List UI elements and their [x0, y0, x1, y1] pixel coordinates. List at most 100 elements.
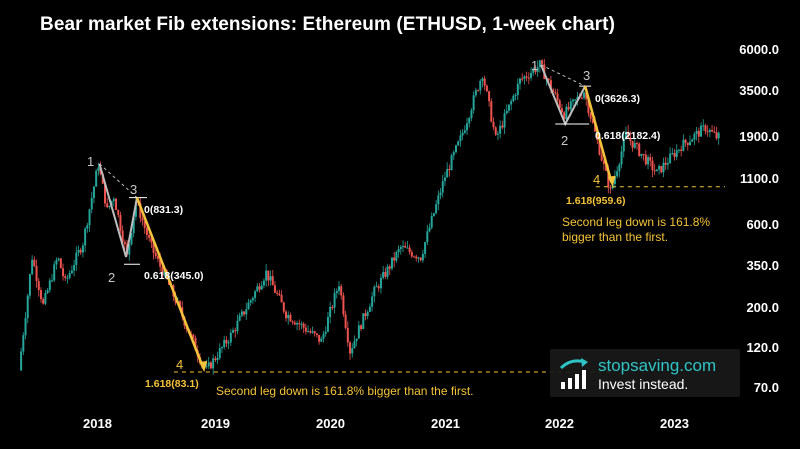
candle-body — [680, 149, 683, 151]
candle-body — [430, 215, 433, 228]
candle-body — [128, 244, 131, 255]
candle-body — [454, 145, 457, 153]
candle-body — [342, 295, 345, 315]
candle-body — [276, 292, 279, 294]
candle-body — [77, 249, 80, 253]
candle-body — [591, 118, 594, 123]
candle-body — [432, 213, 435, 216]
candle-body — [59, 258, 62, 269]
y-tick-70: 70.0 — [753, 380, 779, 395]
candle-body — [461, 132, 464, 136]
candle-body — [496, 133, 499, 135]
candle-body — [702, 125, 705, 127]
candle-body — [624, 131, 627, 139]
x-tick-2020: 2020 — [316, 416, 345, 431]
candle-body — [410, 252, 413, 257]
candle-body — [92, 186, 95, 198]
candle-body — [538, 60, 541, 67]
candle-body — [35, 265, 38, 282]
candle-body — [474, 90, 477, 96]
candle-body — [463, 130, 466, 133]
candle-body — [510, 101, 513, 105]
candle-body — [404, 245, 407, 248]
candle-body — [682, 139, 685, 151]
candle-body — [576, 96, 579, 100]
candle-body — [647, 157, 650, 165]
wave-label-4-right: 4 — [593, 172, 601, 187]
candle-body — [51, 280, 54, 282]
candle-body — [452, 152, 455, 156]
candle-body — [715, 132, 718, 139]
candle-body — [300, 323, 303, 325]
candle-body — [148, 235, 151, 238]
candle-body — [55, 260, 58, 265]
candle-body — [156, 256, 159, 259]
candle-body — [514, 95, 517, 97]
candle-body — [79, 249, 82, 253]
candle-body — [371, 296, 374, 307]
candle-body — [53, 264, 56, 281]
candle-body — [22, 335, 25, 352]
candle-body — [106, 203, 109, 208]
candle-body — [644, 154, 647, 165]
candle-body — [651, 160, 654, 171]
x-tick-2019: 2019 — [201, 416, 230, 431]
candle-body — [256, 286, 259, 292]
candle-body — [20, 351, 23, 371]
candle-body — [309, 331, 312, 333]
fib-label-0618-right: 0.618(2182.4) — [595, 130, 661, 142]
candle-body — [666, 163, 669, 165]
candle-body — [194, 338, 197, 351]
candle-body — [435, 204, 438, 214]
candle-body — [333, 293, 336, 308]
candle-body — [377, 286, 380, 289]
candle-body — [439, 192, 442, 196]
candle-body — [344, 314, 347, 328]
candle-body — [479, 80, 482, 91]
candle-body — [179, 301, 182, 308]
candle-body — [669, 153, 672, 164]
annotation-note-left: Second leg down is 161.8% bigger than th… — [216, 384, 474, 398]
candle-body — [541, 60, 544, 65]
candle-body — [254, 291, 257, 298]
candle-body — [658, 165, 661, 170]
candle-body — [441, 181, 444, 193]
candle-body — [457, 141, 460, 146]
candle-body — [503, 113, 506, 128]
candle-body — [516, 83, 519, 96]
candle-body — [282, 302, 285, 312]
candle-body — [130, 233, 133, 245]
candle-body — [362, 313, 365, 330]
wave-label-2-right: 2 — [561, 133, 569, 148]
candle-body — [84, 228, 87, 246]
candle-body — [583, 92, 586, 98]
wave-path-right — [540, 64, 587, 127]
candle-body — [192, 334, 195, 339]
candle-body — [324, 331, 327, 334]
candle-body — [28, 274, 31, 296]
candle-body — [123, 241, 126, 245]
fib-label-0-right: 0(3626.3) — [595, 93, 640, 105]
candle-body — [260, 285, 263, 290]
candle-body — [31, 259, 34, 275]
candle-body — [368, 306, 371, 312]
y-tick-600: 600.0 — [746, 217, 779, 232]
candle-body — [141, 218, 144, 221]
candle-body — [313, 331, 316, 334]
candle-body — [218, 348, 221, 358]
wave-label-2-left: 2 — [108, 270, 116, 285]
candle-body — [159, 258, 162, 267]
y-tick-3500: 3500.0 — [739, 83, 779, 98]
candle-body — [421, 253, 424, 261]
wave-dashed-right — [540, 64, 586, 87]
candle-body — [161, 266, 164, 276]
candle-body — [73, 265, 76, 271]
fib-label-0-left: 0(831.3) — [144, 204, 184, 216]
wave-path-left — [98, 163, 138, 258]
candle-body — [302, 323, 305, 328]
candle-body — [26, 295, 29, 319]
candle-body — [521, 78, 524, 80]
candle-body — [499, 125, 502, 134]
candle-body — [335, 290, 338, 294]
